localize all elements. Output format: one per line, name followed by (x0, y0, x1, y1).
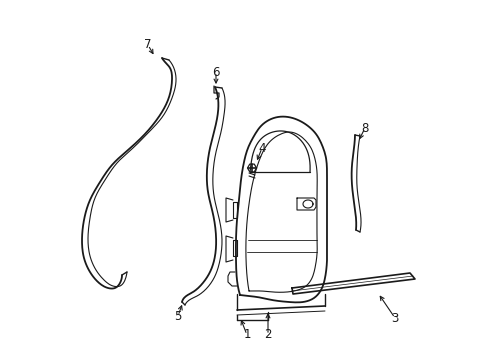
Text: 2: 2 (264, 328, 271, 342)
Text: 7: 7 (144, 39, 151, 51)
Text: 1: 1 (243, 328, 250, 342)
Text: 5: 5 (174, 310, 182, 323)
Text: 4: 4 (258, 141, 265, 154)
Text: 3: 3 (390, 311, 398, 324)
Text: 6: 6 (212, 66, 219, 78)
Text: 8: 8 (361, 122, 368, 135)
